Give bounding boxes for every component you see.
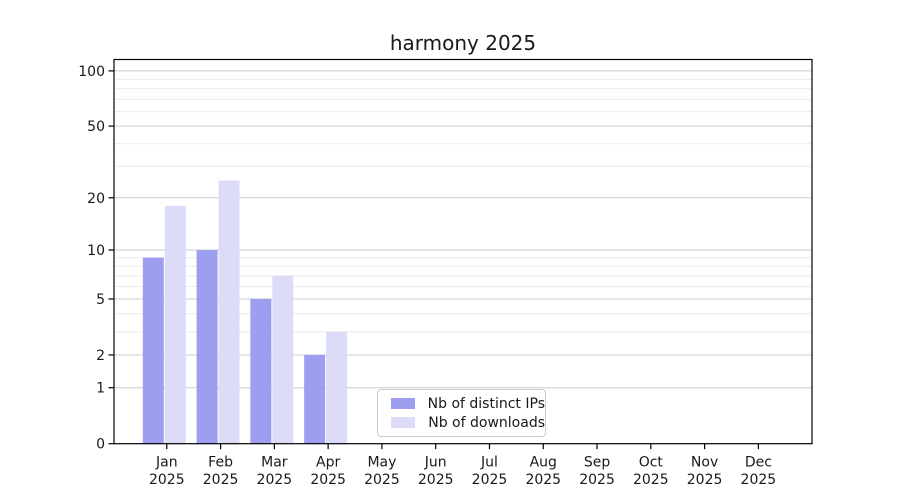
plot-border [113,58,813,445]
legend-item-distinct-ips: Nb of distinct IPs [391,396,545,412]
bar-distinct-ips-jan [142,257,164,444]
y-tick-label: 50 [87,119,105,135]
legend: Nb of distinct IPs Nb of downloads [377,389,546,437]
legend-label-distinct-ips: Nb of distinct IPs [427,395,545,412]
x-tick-label: Jun 2025 [418,455,454,489]
bar-downloads-jan [164,205,186,444]
x-tick-label: Oct 2025 [633,455,669,489]
legend-swatch-downloads [391,417,416,428]
bar-downloads-apr [326,331,348,444]
x-tick-label: Aug 2025 [525,455,561,489]
bars [142,180,348,444]
bar-distinct-ips-mar [250,298,272,444]
bar-distinct-ips-feb [196,250,218,444]
y-tick-label: 5 [96,292,105,308]
y-tick-label: 1 [96,381,105,397]
y-tick-label: 20 [87,191,105,207]
x-tick-label: Apr 2025 [310,455,346,489]
x-tick-label: Jul 2025 [472,455,508,489]
axes: 0 1 2 5 10 20 50 100 Jan 2025 Feb 2025 Mar 2025 Apr 202… [78,58,813,489]
x-tick-label: Nov 2025 [687,455,723,489]
bar-downloads-mar [272,275,294,444]
x-tick-label: Jan 2025 [149,455,185,489]
chart-title: harmony 2025 [390,31,536,55]
legend-swatch-distinct-ips [391,398,415,409]
legend-item-downloads: Nb of downloads [391,415,545,431]
legend-label-downloads: Nb of downloads [428,414,545,431]
x-tick-label: Mar 2025 [257,455,293,489]
y-tick-label: 10 [87,243,105,259]
y-tick-label: 100 [78,64,105,80]
bar-downloads-feb [218,180,240,444]
x-tick-label: May 2025 [364,455,400,489]
x-tick-label: Feb 2025 [203,455,239,489]
x-tick-label: Sep 2025 [579,455,615,489]
y-tick-label: 0 [96,437,105,453]
bar-distinct-ips-apr [304,354,326,444]
y-tick-label: 2 [96,348,105,364]
x-tick-label: Dec 2025 [741,455,777,489]
